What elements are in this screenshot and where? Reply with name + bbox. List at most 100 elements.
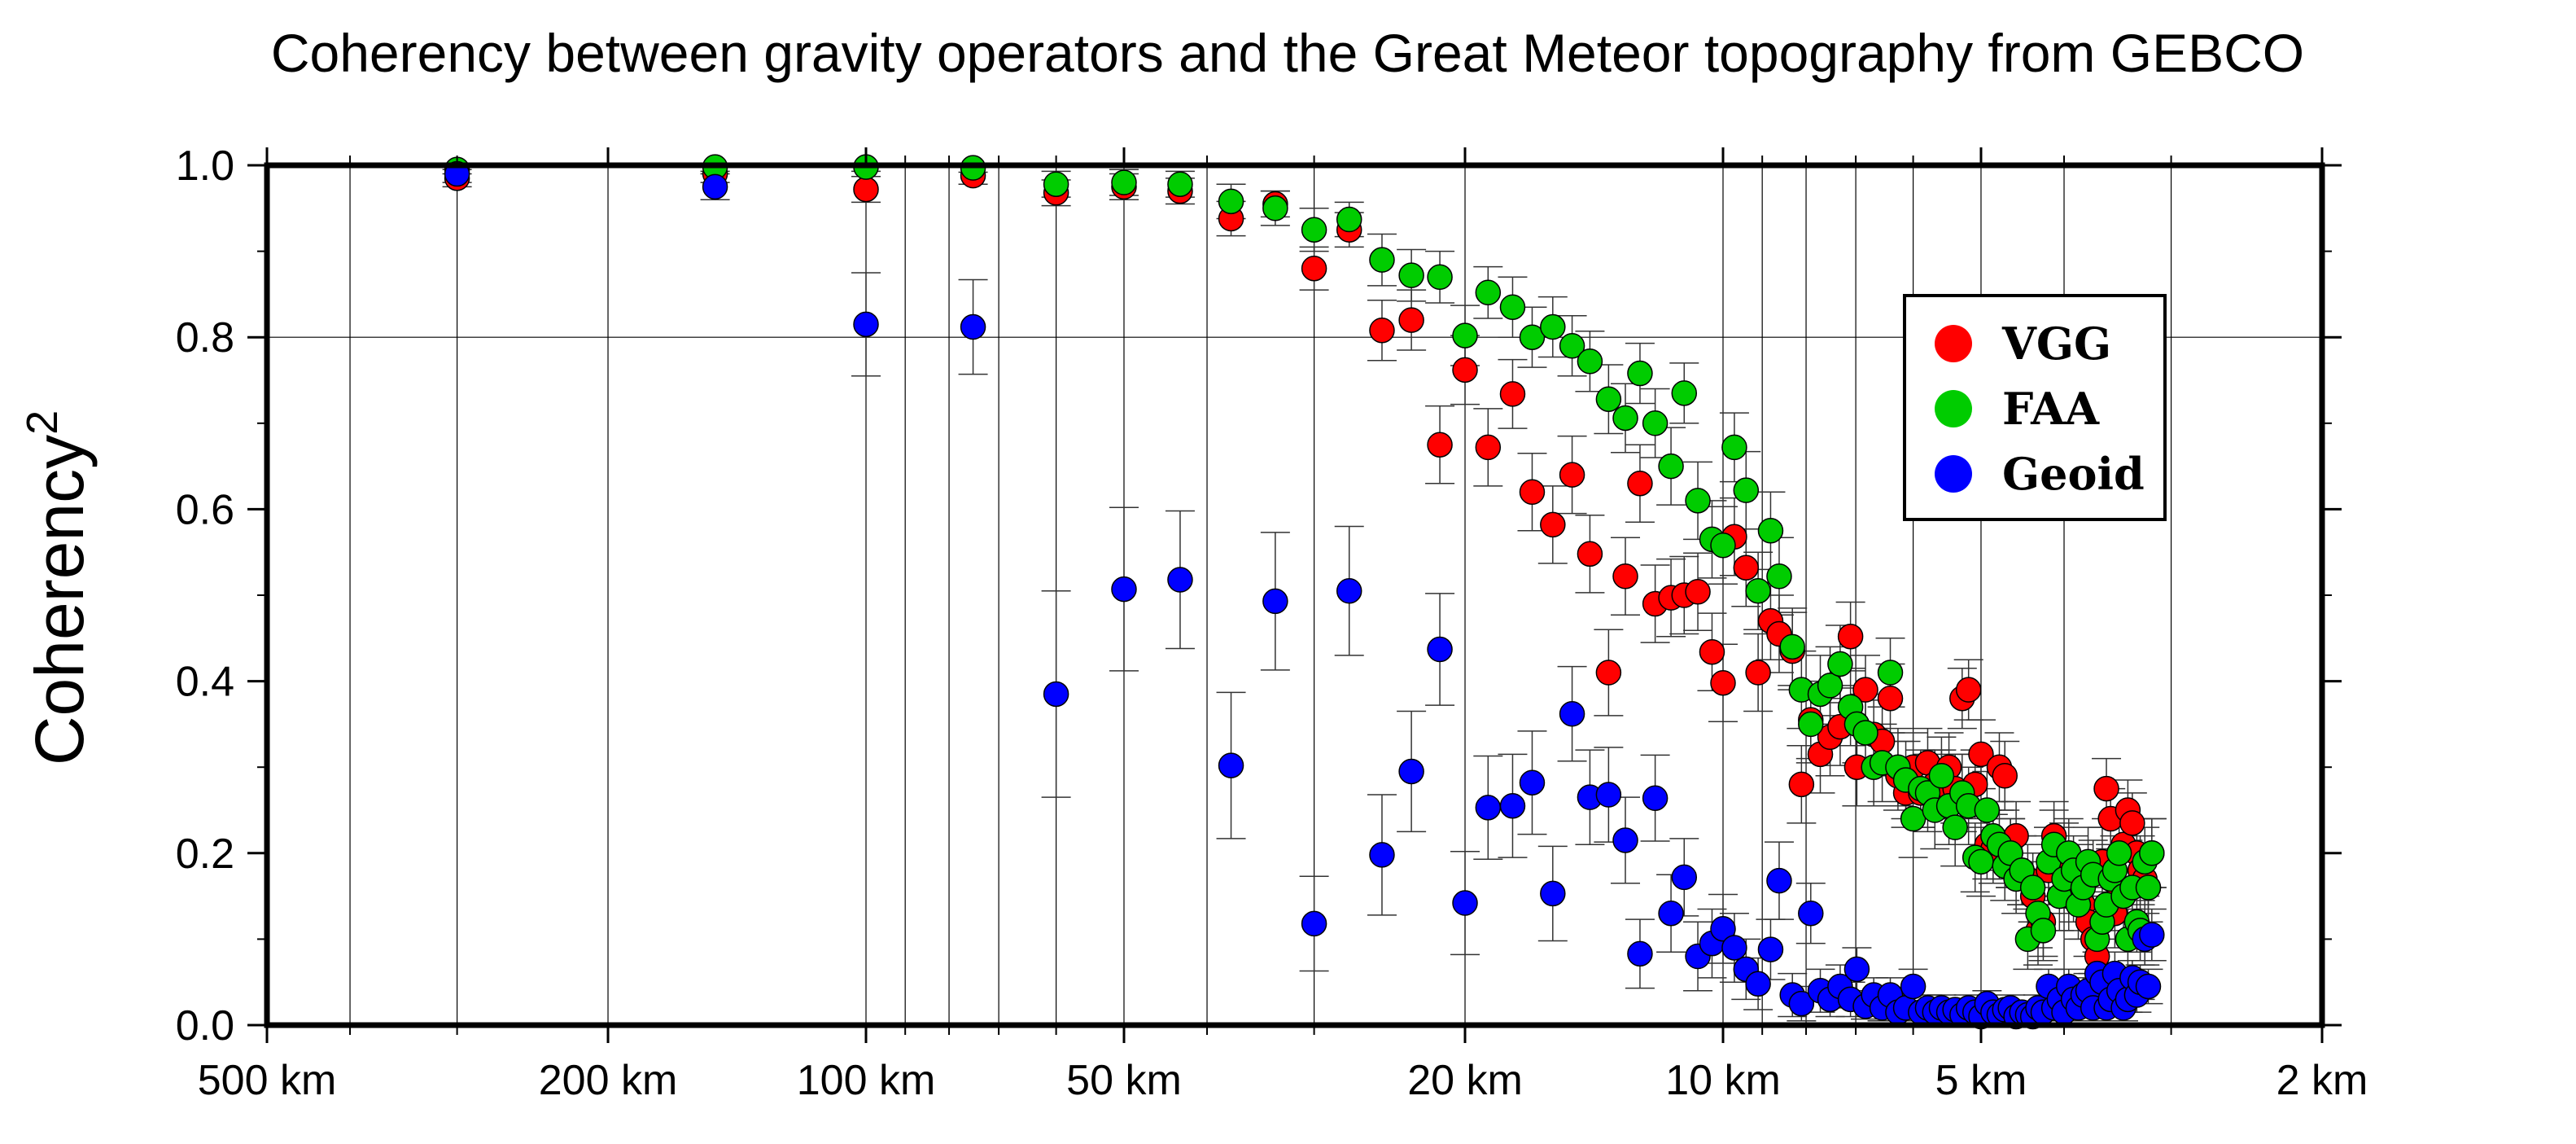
- faa-point: [1974, 797, 2001, 823]
- vgg-point: [1559, 462, 1585, 488]
- x-tick-label: 500 km: [198, 1057, 337, 1104]
- geoid-point: [1745, 971, 1771, 997]
- axis-layer: 500 km 200 km 100 km 50 km 20 km 10 km 5 km 2 k…: [176, 142, 2368, 1104]
- vgg-point: [1427, 432, 1453, 458]
- x-tick-label: 20 km: [1407, 1057, 1523, 1104]
- geoid-point: [1475, 795, 1502, 821]
- geoid-point: [960, 313, 986, 340]
- geoid-point: [853, 311, 879, 338]
- geoid-point: [1111, 576, 1137, 603]
- legend-label-vgg: VGG: [2001, 318, 2111, 370]
- faa-point: [1942, 814, 1968, 840]
- faa-point: [1301, 217, 1327, 243]
- y-tick-label: 0.2: [176, 831, 234, 878]
- geoid-point: [1167, 567, 1193, 593]
- faa-point: [2135, 874, 2162, 901]
- chart-title: Coherency between gravity operators and …: [271, 23, 2304, 83]
- faa-point: [1218, 188, 1244, 215]
- x-tick-label: 10 km: [1665, 1057, 1781, 1104]
- faa-point: [1710, 533, 1736, 559]
- vgg-point: [2119, 810, 2145, 836]
- faa-point: [1779, 633, 1805, 660]
- vgg-point: [853, 176, 879, 203]
- y-tick-label: 0.6: [176, 486, 234, 533]
- geoid-point: [1788, 990, 1815, 1017]
- geoid-point: [1427, 636, 1453, 663]
- faa-point: [1642, 410, 1668, 436]
- geoid-point: [1721, 935, 1747, 961]
- faa-point: [1043, 171, 1069, 197]
- faa-point: [1595, 386, 1622, 412]
- y-axis-label-main: Coherency: [21, 435, 98, 765]
- faa-point: [2030, 918, 2057, 944]
- faa-point: [1612, 405, 1638, 432]
- faa-point: [1336, 206, 1362, 233]
- geoid-point: [1559, 700, 1585, 727]
- vgg-point: [1788, 771, 1815, 798]
- geoid-point: [1627, 940, 1653, 967]
- geoid-point: [1595, 782, 1622, 808]
- vgg-point: [1540, 511, 1566, 538]
- faa-point: [1452, 322, 1478, 348]
- legend-marker-vgg: [1935, 325, 1972, 362]
- vgg-point: [1992, 763, 2018, 789]
- faa-point: [1827, 651, 1853, 677]
- y-tick-label: 1.0: [176, 142, 234, 190]
- faa-point: [2139, 840, 2165, 866]
- y-tick-label: 0.4: [176, 659, 234, 706]
- faa-point: [1262, 195, 1288, 221]
- geoid-point: [1301, 910, 1327, 937]
- geoid-point: [1757, 936, 1784, 962]
- faa-point: [1852, 720, 1878, 746]
- geoid-point: [1519, 769, 1546, 796]
- vgg-point: [1499, 381, 1526, 407]
- geoid-point: [1642, 785, 1668, 811]
- x-tick-label: 200 km: [539, 1057, 678, 1104]
- vgg-point: [1595, 660, 1622, 686]
- geoid-point: [1043, 681, 1069, 708]
- faa-point: [1745, 577, 1771, 604]
- geoid-point: [1499, 792, 1526, 819]
- faa-point: [1928, 763, 1955, 789]
- faa-point: [1559, 333, 1585, 359]
- y-axis-label: Coherency2: [18, 410, 98, 765]
- faa-point: [1627, 360, 1653, 387]
- faa-point: [1671, 380, 1698, 406]
- vgg-point: [1745, 660, 1771, 686]
- geoid-point: [1540, 880, 1566, 907]
- geoid-point: [702, 173, 728, 200]
- legend-label-geoid: Geoid: [2002, 448, 2145, 500]
- vgg-point: [1577, 541, 1603, 568]
- geoid-point: [1658, 900, 1684, 927]
- vgg-point: [1837, 623, 1864, 650]
- faa-point: [1499, 294, 1526, 320]
- vgg-point: [1475, 434, 1502, 461]
- faa-point: [1540, 313, 1566, 340]
- faa-point: [1877, 660, 1904, 686]
- geoid-point: [1398, 758, 1424, 785]
- vgg-point: [1398, 307, 1424, 333]
- vgg-point: [1968, 741, 1994, 768]
- geoid-point: [1900, 973, 1927, 1000]
- geoid-point: [2135, 973, 2162, 1000]
- y-axis-label-superscript: 2: [18, 410, 67, 435]
- point-layer: [444, 154, 2165, 1030]
- vgg-point: [1612, 563, 1638, 590]
- faa-point: [1685, 488, 1711, 514]
- faa-point: [1167, 171, 1193, 197]
- y-tick-label: 0.0: [176, 1002, 234, 1050]
- x-tick-label: 100 km: [797, 1057, 936, 1104]
- geoid-point: [1766, 867, 1792, 894]
- vgg-point: [2093, 775, 2119, 802]
- geoid-point: [1612, 827, 1638, 853]
- faa-point: [1475, 279, 1502, 306]
- faa-point: [2106, 840, 2132, 866]
- geoid-point: [1798, 900, 1824, 927]
- geoid-point: [2139, 922, 2165, 948]
- geoid-point: [1452, 890, 1478, 916]
- vgg-point: [1301, 255, 1327, 282]
- faa-point: [1817, 673, 1843, 699]
- faa-point: [1398, 262, 1424, 288]
- faa-point: [1968, 848, 1994, 875]
- faa-point: [1111, 169, 1137, 195]
